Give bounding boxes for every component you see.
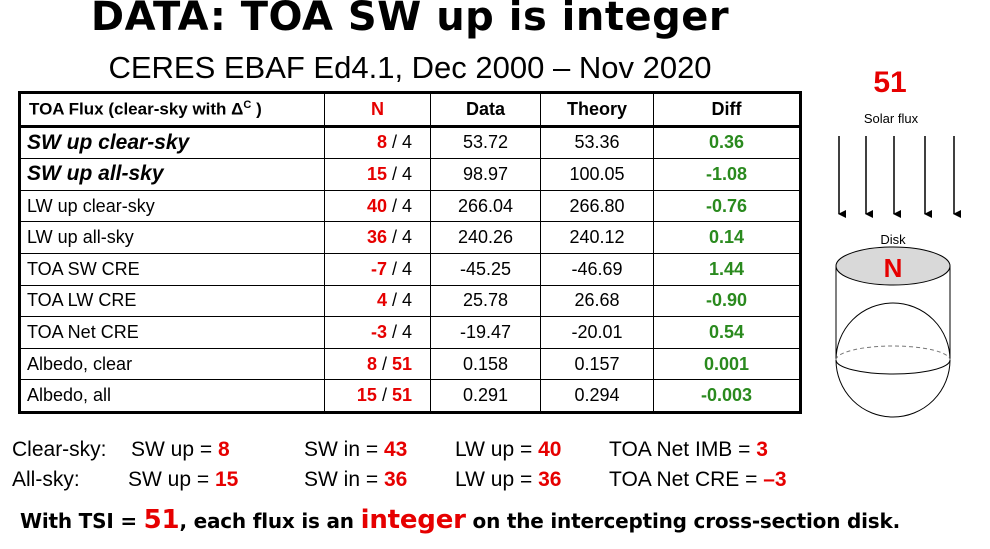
row-n: 36 / 4 xyxy=(324,221,431,254)
summary-clear-lw-up: LW up = 40 xyxy=(455,438,562,461)
diagram-number: 51 xyxy=(873,66,906,99)
table-row: TOA Net CRE -3 / 4 -19.47 -20.01 0.54 xyxy=(19,316,801,349)
row-name: SW up all-sky xyxy=(19,158,325,191)
disk-label: Disk xyxy=(880,232,906,247)
table-row: Albedo, clear 8 / 51 0.158 0.157 0.001 xyxy=(19,347,801,381)
row-diff: 0.14 xyxy=(653,221,801,254)
header-flux: TOA Flux (clear-sky with ΔC ) xyxy=(19,92,325,128)
row-theory: 0.157 xyxy=(540,347,654,381)
table-row: LW up all-sky 36 / 4 240.26 240.12 0.14 xyxy=(19,221,801,254)
summary-all-label: All-sky: xyxy=(12,468,80,491)
row-diff: -0.003 xyxy=(653,379,801,413)
summary-clear-sw-up: SW up = 8 xyxy=(131,438,230,461)
table-header-row: TOA Flux (clear-sky with ΔC ) N Data The… xyxy=(19,92,801,128)
disk-top xyxy=(835,246,951,286)
row-name: LW up clear-sky xyxy=(19,189,325,223)
table-row: LW up clear-sky 40 / 4 266.04 266.80 -0.… xyxy=(19,189,801,223)
header-n: N xyxy=(324,92,431,128)
header-theory: Theory xyxy=(540,92,654,128)
row-data: -45.25 xyxy=(430,252,541,286)
row-theory: -46.69 xyxy=(540,252,654,286)
table-row: SW up clear-sky 8 / 4 53.72 53.36 0.36 xyxy=(19,125,801,160)
row-theory: 26.68 xyxy=(540,284,654,318)
summary-all-sw-up: SW up = 15 xyxy=(128,468,239,491)
summary-clear-sw-in: SW in = 43 xyxy=(304,438,408,461)
table-row: SW up all-sky 15 / 4 98.97 100.05 -1.08 xyxy=(19,158,801,191)
row-diff: 0.001 xyxy=(653,347,801,381)
summary-clear-toa: TOA Net IMB = 3 xyxy=(609,438,768,461)
row-data: 53.72 xyxy=(430,125,541,160)
row-n: 15 / 51 xyxy=(324,379,431,413)
row-theory: -20.01 xyxy=(540,316,654,349)
row-data: 0.158 xyxy=(430,347,541,381)
summary-all-toa: TOA Net CRE = –3 xyxy=(609,468,787,491)
row-data: 266.04 xyxy=(430,189,541,223)
disk-diagram: 51 Solar flux Disk N xyxy=(835,66,961,418)
summary-clear-label: Clear-sky: xyxy=(12,438,107,461)
cylinder-shape xyxy=(835,266,951,418)
row-name: TOA SW CRE xyxy=(19,252,325,286)
row-theory: 266.80 xyxy=(540,189,654,223)
summary-all-sw-in: SW in = 36 xyxy=(304,468,408,491)
row-data: -19.47 xyxy=(430,316,541,349)
row-diff: -1.08 xyxy=(653,158,801,191)
row-diff: 1.44 xyxy=(653,252,801,286)
row-name: TOA Net CRE xyxy=(19,316,325,349)
row-n: 15 / 4 xyxy=(324,158,431,191)
disk-n-label: N xyxy=(884,253,903,283)
row-diff: -0.90 xyxy=(653,284,801,318)
row-n: 40 / 4 xyxy=(324,189,431,223)
slide-subtitle: CERES EBAF Ed4.1, Dec 2000 – Nov 2020 xyxy=(108,50,712,85)
conclusion-text: With TSI = 51, each flux is an integer o… xyxy=(20,505,900,535)
row-n: 8 / 51 xyxy=(324,347,431,381)
solar-flux-arrows xyxy=(838,136,961,218)
row-diff: 0.36 xyxy=(653,125,801,160)
slide-title: DATA: TOA SW up is integer xyxy=(90,0,730,40)
tsi-value: 51 xyxy=(143,505,180,535)
summary-all-lw-up: LW up = 36 xyxy=(455,468,562,491)
flux-table: TOA Flux (clear-sky with ΔC ) N Data The… xyxy=(18,91,802,414)
row-data: 0.291 xyxy=(430,379,541,413)
row-theory: 0.294 xyxy=(540,379,654,413)
row-diff: -0.76 xyxy=(653,189,801,223)
row-theory: 240.12 xyxy=(540,221,654,254)
table-row: TOA SW CRE -7 / 4 -45.25 -46.69 1.44 xyxy=(19,252,801,286)
row-name: TOA LW CRE xyxy=(19,284,325,318)
row-theory: 53.36 xyxy=(540,125,654,160)
row-name: LW up all-sky xyxy=(19,221,325,254)
row-data: 98.97 xyxy=(430,158,541,191)
table-row: Albedo, all 15 / 51 0.291 0.294 -0.003 xyxy=(19,379,801,413)
row-n: 8 / 4 xyxy=(324,125,431,160)
row-name: Albedo, clear xyxy=(19,347,325,381)
header-data: Data xyxy=(430,92,541,128)
row-data: 25.78 xyxy=(430,284,541,318)
solar-flux-label: Solar flux xyxy=(864,111,919,126)
row-n: -7 / 4 xyxy=(324,252,431,286)
row-name: SW up clear-sky xyxy=(19,125,325,160)
row-diff: 0.54 xyxy=(653,316,801,349)
header-diff: Diff xyxy=(653,92,801,128)
row-theory: 100.05 xyxy=(540,158,654,191)
table-row: TOA LW CRE 4 / 4 25.78 26.68 -0.90 xyxy=(19,284,801,318)
integer-word: integer xyxy=(360,505,466,535)
row-name: Albedo, all xyxy=(19,379,325,413)
row-data: 240.26 xyxy=(430,221,541,254)
row-n: 4 / 4 xyxy=(324,284,431,318)
row-n: -3 / 4 xyxy=(324,316,431,349)
